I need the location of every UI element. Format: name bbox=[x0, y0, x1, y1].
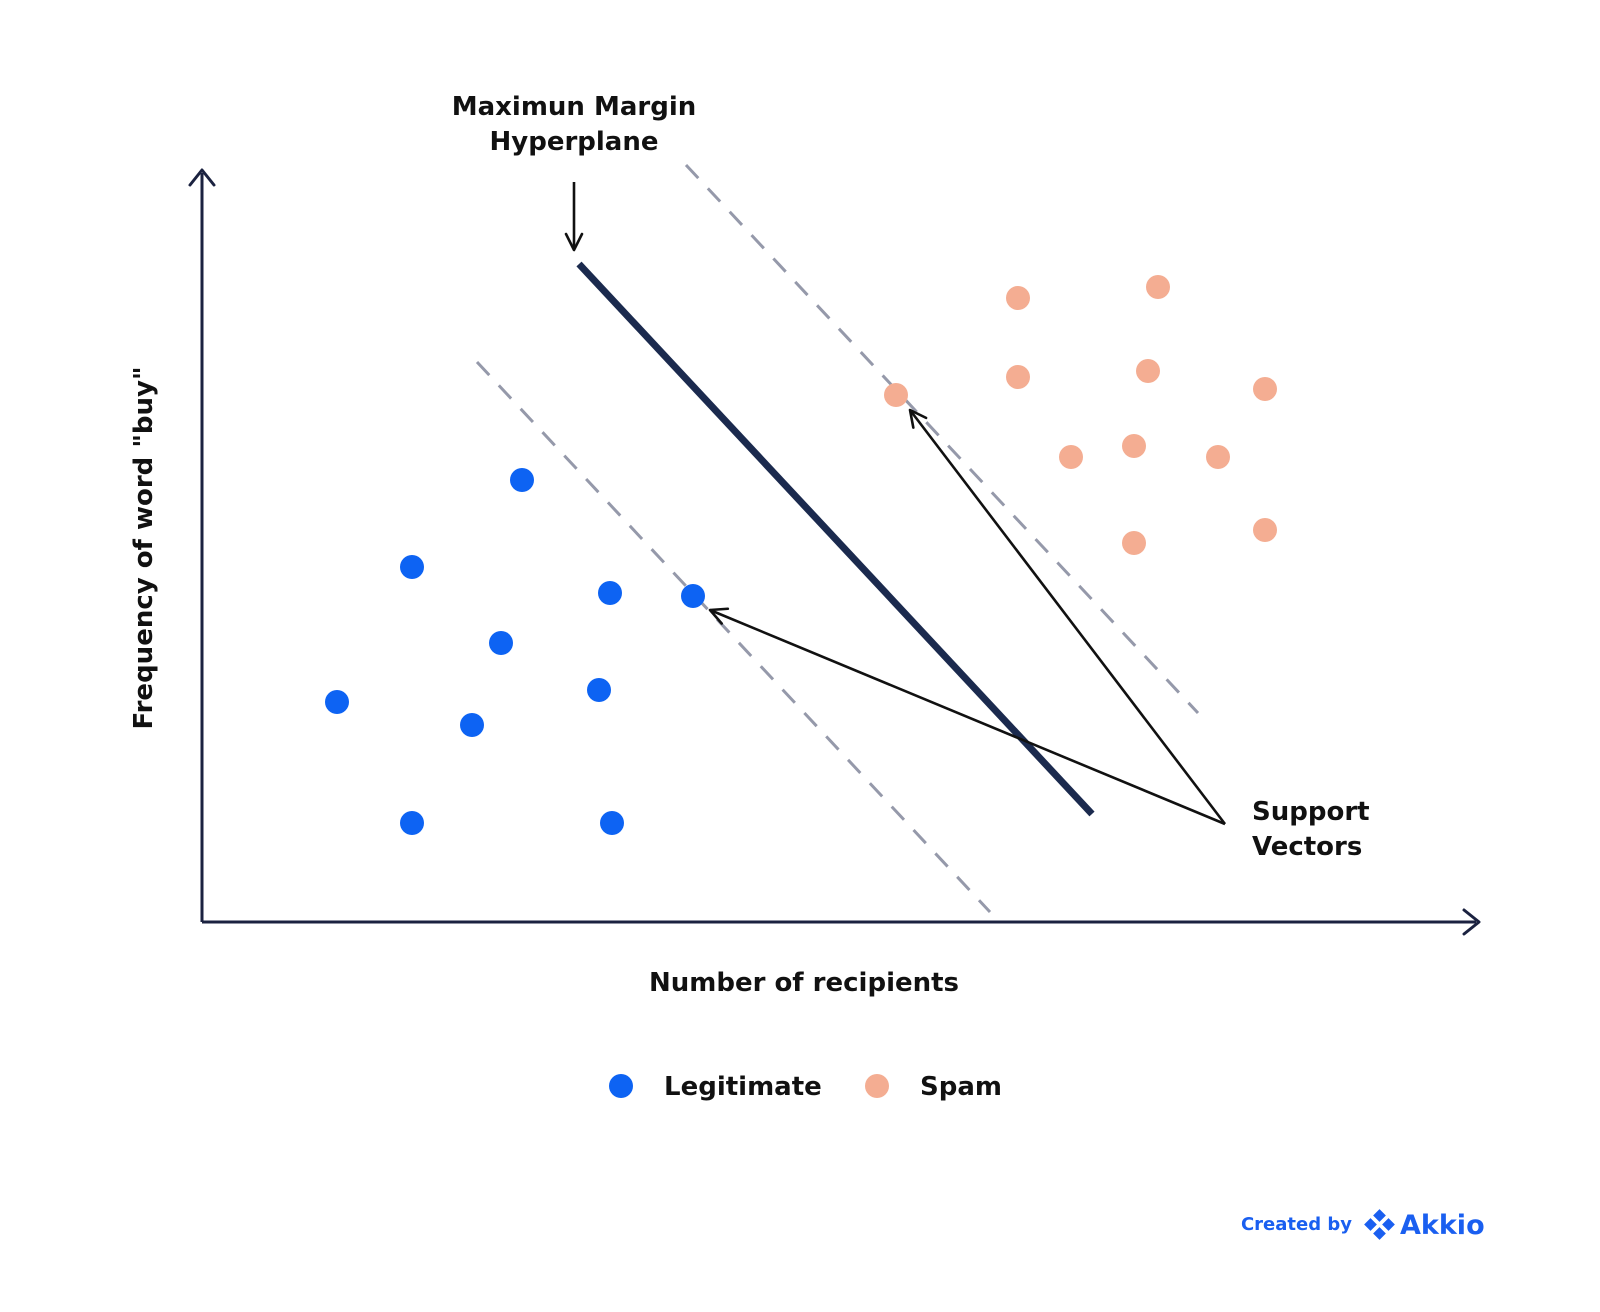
x-axis-arrow-icon bbox=[1462, 908, 1481, 936]
credit-brand: Akkio bbox=[1400, 1210, 1485, 1241]
spam-point bbox=[1136, 359, 1160, 383]
akkio-diamond-icon bbox=[1364, 1209, 1395, 1240]
support-vectors-label-line2: Vectors bbox=[1252, 832, 1362, 862]
axes bbox=[188, 168, 1481, 936]
legitimate-point bbox=[587, 678, 611, 702]
spam-point bbox=[1006, 365, 1030, 389]
x-axis-label: Number of recipients bbox=[649, 968, 959, 998]
legend-legitimate-marker bbox=[609, 1074, 633, 1098]
hyperplane-label-line2: Hyperplane bbox=[490, 127, 659, 157]
legitimate-point bbox=[460, 713, 484, 737]
spam-point bbox=[884, 383, 908, 407]
y-axis-label: Frequency of word "buy" bbox=[129, 367, 159, 730]
support-arrow-spam-icon bbox=[908, 408, 1227, 825]
spam-point bbox=[1253, 518, 1277, 542]
hyperplane-line bbox=[576, 261, 1095, 817]
legitimate-point bbox=[325, 690, 349, 714]
legend-spam-label: Spam bbox=[920, 1072, 1002, 1102]
support-vectors-label-line1: Support bbox=[1252, 797, 1370, 827]
upper-margin-line bbox=[684, 163, 1200, 715]
spam-point bbox=[1122, 434, 1146, 458]
support-arrow-legit-icon bbox=[708, 607, 1226, 826]
hyperplane-label-line1: Maximun Margin bbox=[452, 92, 697, 122]
legitimate-points bbox=[325, 468, 705, 835]
legitimate-point bbox=[400, 555, 424, 579]
spam-point bbox=[1059, 445, 1083, 469]
legitimate-point bbox=[600, 811, 624, 835]
legitimate-point bbox=[510, 468, 534, 492]
credit: Created by Akkio bbox=[1241, 1209, 1485, 1241]
credit-prefix: Created by bbox=[1241, 1214, 1352, 1235]
spam-point bbox=[1122, 531, 1146, 555]
spam-point bbox=[1253, 377, 1277, 401]
legitimate-point bbox=[681, 584, 705, 608]
legitimate-point bbox=[598, 581, 622, 605]
spam-point bbox=[1146, 275, 1170, 299]
legend: Legitimate Spam bbox=[609, 1072, 1002, 1102]
y-axis-arrow-icon bbox=[188, 168, 216, 187]
legitimate-point bbox=[489, 631, 513, 655]
legend-legitimate-label: Legitimate bbox=[664, 1072, 822, 1102]
spam-point bbox=[1206, 445, 1230, 469]
legend-spam-marker bbox=[865, 1074, 889, 1098]
lower-margin-line bbox=[475, 360, 992, 914]
spam-points bbox=[884, 275, 1277, 555]
legitimate-point bbox=[400, 811, 424, 835]
spam-point bbox=[1006, 286, 1030, 310]
